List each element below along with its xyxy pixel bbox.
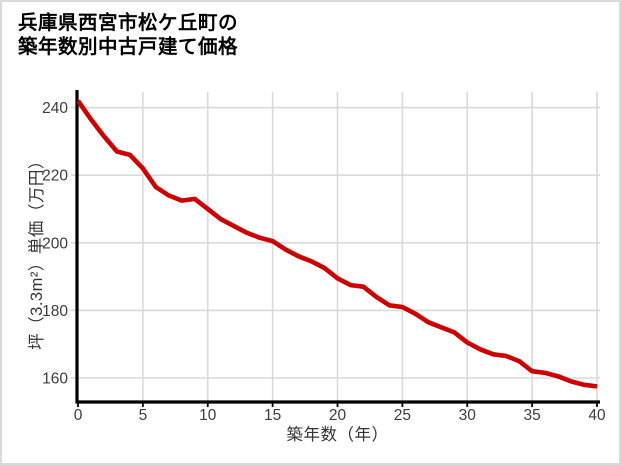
x-axis-label: 築年数（年）: [286, 426, 389, 444]
tick-labels: 160 180 200 220 240 0 5 10 15 20 25 30 35 40: [42, 100, 606, 424]
x-tick-label: 20: [329, 407, 347, 424]
x-tick-label: 30: [459, 407, 477, 424]
x-tick-label: 10: [199, 407, 217, 424]
x-tick-label: 5: [139, 407, 148, 424]
x-tick-label: 15: [264, 407, 281, 424]
x-tick-label: 25: [394, 407, 411, 424]
y-tick-label: 180: [42, 303, 68, 320]
x-tick-label: 0: [74, 407, 83, 424]
y-tick-label: 240: [42, 100, 68, 117]
y-tick-label: 220: [42, 168, 68, 185]
grid-lines: [71, 92, 600, 402]
axes: [75, 90, 600, 407]
chart-title: 兵庫県西宮市松ケ丘町の 築年数別中古戸建て価格: [18, 11, 238, 59]
x-tick-label: 40: [588, 407, 606, 424]
x-tick-label: 35: [524, 407, 541, 424]
y-axis-label: 坪（3.3m²）単価（万円）: [28, 152, 46, 350]
y-tick-label: 160: [42, 371, 68, 388]
chart-title-line-2: 築年数別中古戸建て価格: [18, 36, 239, 58]
chart-title-line-1: 兵庫県西宮市松ケ丘町の: [18, 12, 239, 34]
y-tick-label: 200: [42, 235, 68, 252]
price-line: [76, 99, 598, 389]
